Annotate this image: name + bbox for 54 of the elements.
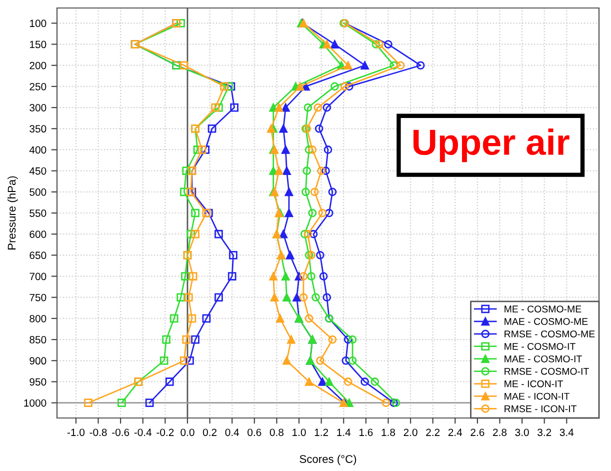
legend-label: RMSE - ICON-IT <box>504 405 577 412</box>
y-tick-label: 300 <box>30 104 46 112</box>
x-tick-label: -0.4 <box>134 428 152 436</box>
x-tick-label: 1.0 <box>292 428 306 436</box>
y-tick-label: 800 <box>30 314 46 322</box>
y-tick-label: 100 <box>30 20 46 28</box>
x-tick-label: 2.0 <box>404 428 418 436</box>
x-tick-label: -0.2 <box>156 428 174 436</box>
legend-label: ME - ICON-IT <box>504 380 564 388</box>
x-tick-label: 1.2 <box>314 428 328 436</box>
x-tick-label: 0.6 <box>248 428 262 436</box>
y-tick-label: 550 <box>30 210 46 217</box>
y-tick-label: 700 <box>30 272 46 280</box>
legend-label: ME - COSMO-ME <box>504 306 582 312</box>
x-tick-label: -0.8 <box>90 428 107 436</box>
x-tick-label: 3.2 <box>538 428 552 436</box>
x-axis-title: Scores (°C) <box>300 454 356 466</box>
legend-label: ME - COSMO-IT <box>504 342 576 350</box>
x-tick-label: 2.8 <box>493 428 507 436</box>
y-tick-label: 250 <box>30 82 46 90</box>
y-axis-title: Pressure (hPa) <box>8 176 18 250</box>
x-tick-label: -1.0 <box>67 428 85 436</box>
y-tick-label: 650 <box>30 252 46 260</box>
y-tick-label: 950 <box>30 378 46 386</box>
x-tick-label: 2.6 <box>470 428 484 436</box>
x-tick-label: 3.4 <box>560 428 574 436</box>
x-tick-label: 0.4 <box>225 428 240 436</box>
x-tick-label: 3.0 <box>515 428 529 436</box>
y-tick-label: 150 <box>30 40 46 48</box>
y-tick-label: 200 <box>30 62 46 70</box>
y-tick-label: 600 <box>30 230 46 238</box>
x-tick-label: 2.2 <box>426 428 440 436</box>
x-tick-label: 1.8 <box>382 428 396 436</box>
y-tick-label: 450 <box>29 167 46 175</box>
x-tick-label: -0.6 <box>112 428 130 436</box>
y-tick-label: 750 <box>30 294 46 302</box>
x-tick-label: 2.4 <box>448 428 462 436</box>
y-tick-label: 850 <box>30 336 46 344</box>
x-tick-label: 0.8 <box>270 428 284 436</box>
annotation: Upper air <box>414 128 570 162</box>
y-tick-label: 350 <box>30 125 46 133</box>
legend-label: MAE - COSMO-ME <box>504 318 588 325</box>
legend-label: MAE - ICON-IT <box>504 392 570 400</box>
legend-label: RMSE - COSMO-IT <box>504 368 589 375</box>
legend-label: RMSE - COSMO-ME <box>504 330 595 338</box>
legend-label: MAE - COSMO-IT <box>504 355 582 362</box>
y-tick-label: 500 <box>30 188 46 196</box>
x-tick-label: 1.4 <box>337 428 351 436</box>
x-tick-label: 0.2 <box>202 428 217 436</box>
y-tick-label: 1000 <box>24 399 46 407</box>
y-tick-label: 900 <box>30 357 46 365</box>
x-tick-label: 1.6 <box>359 428 373 436</box>
x-tick-label: 0.0 <box>180 428 194 436</box>
y-tick-label: 400 <box>29 146 46 154</box>
